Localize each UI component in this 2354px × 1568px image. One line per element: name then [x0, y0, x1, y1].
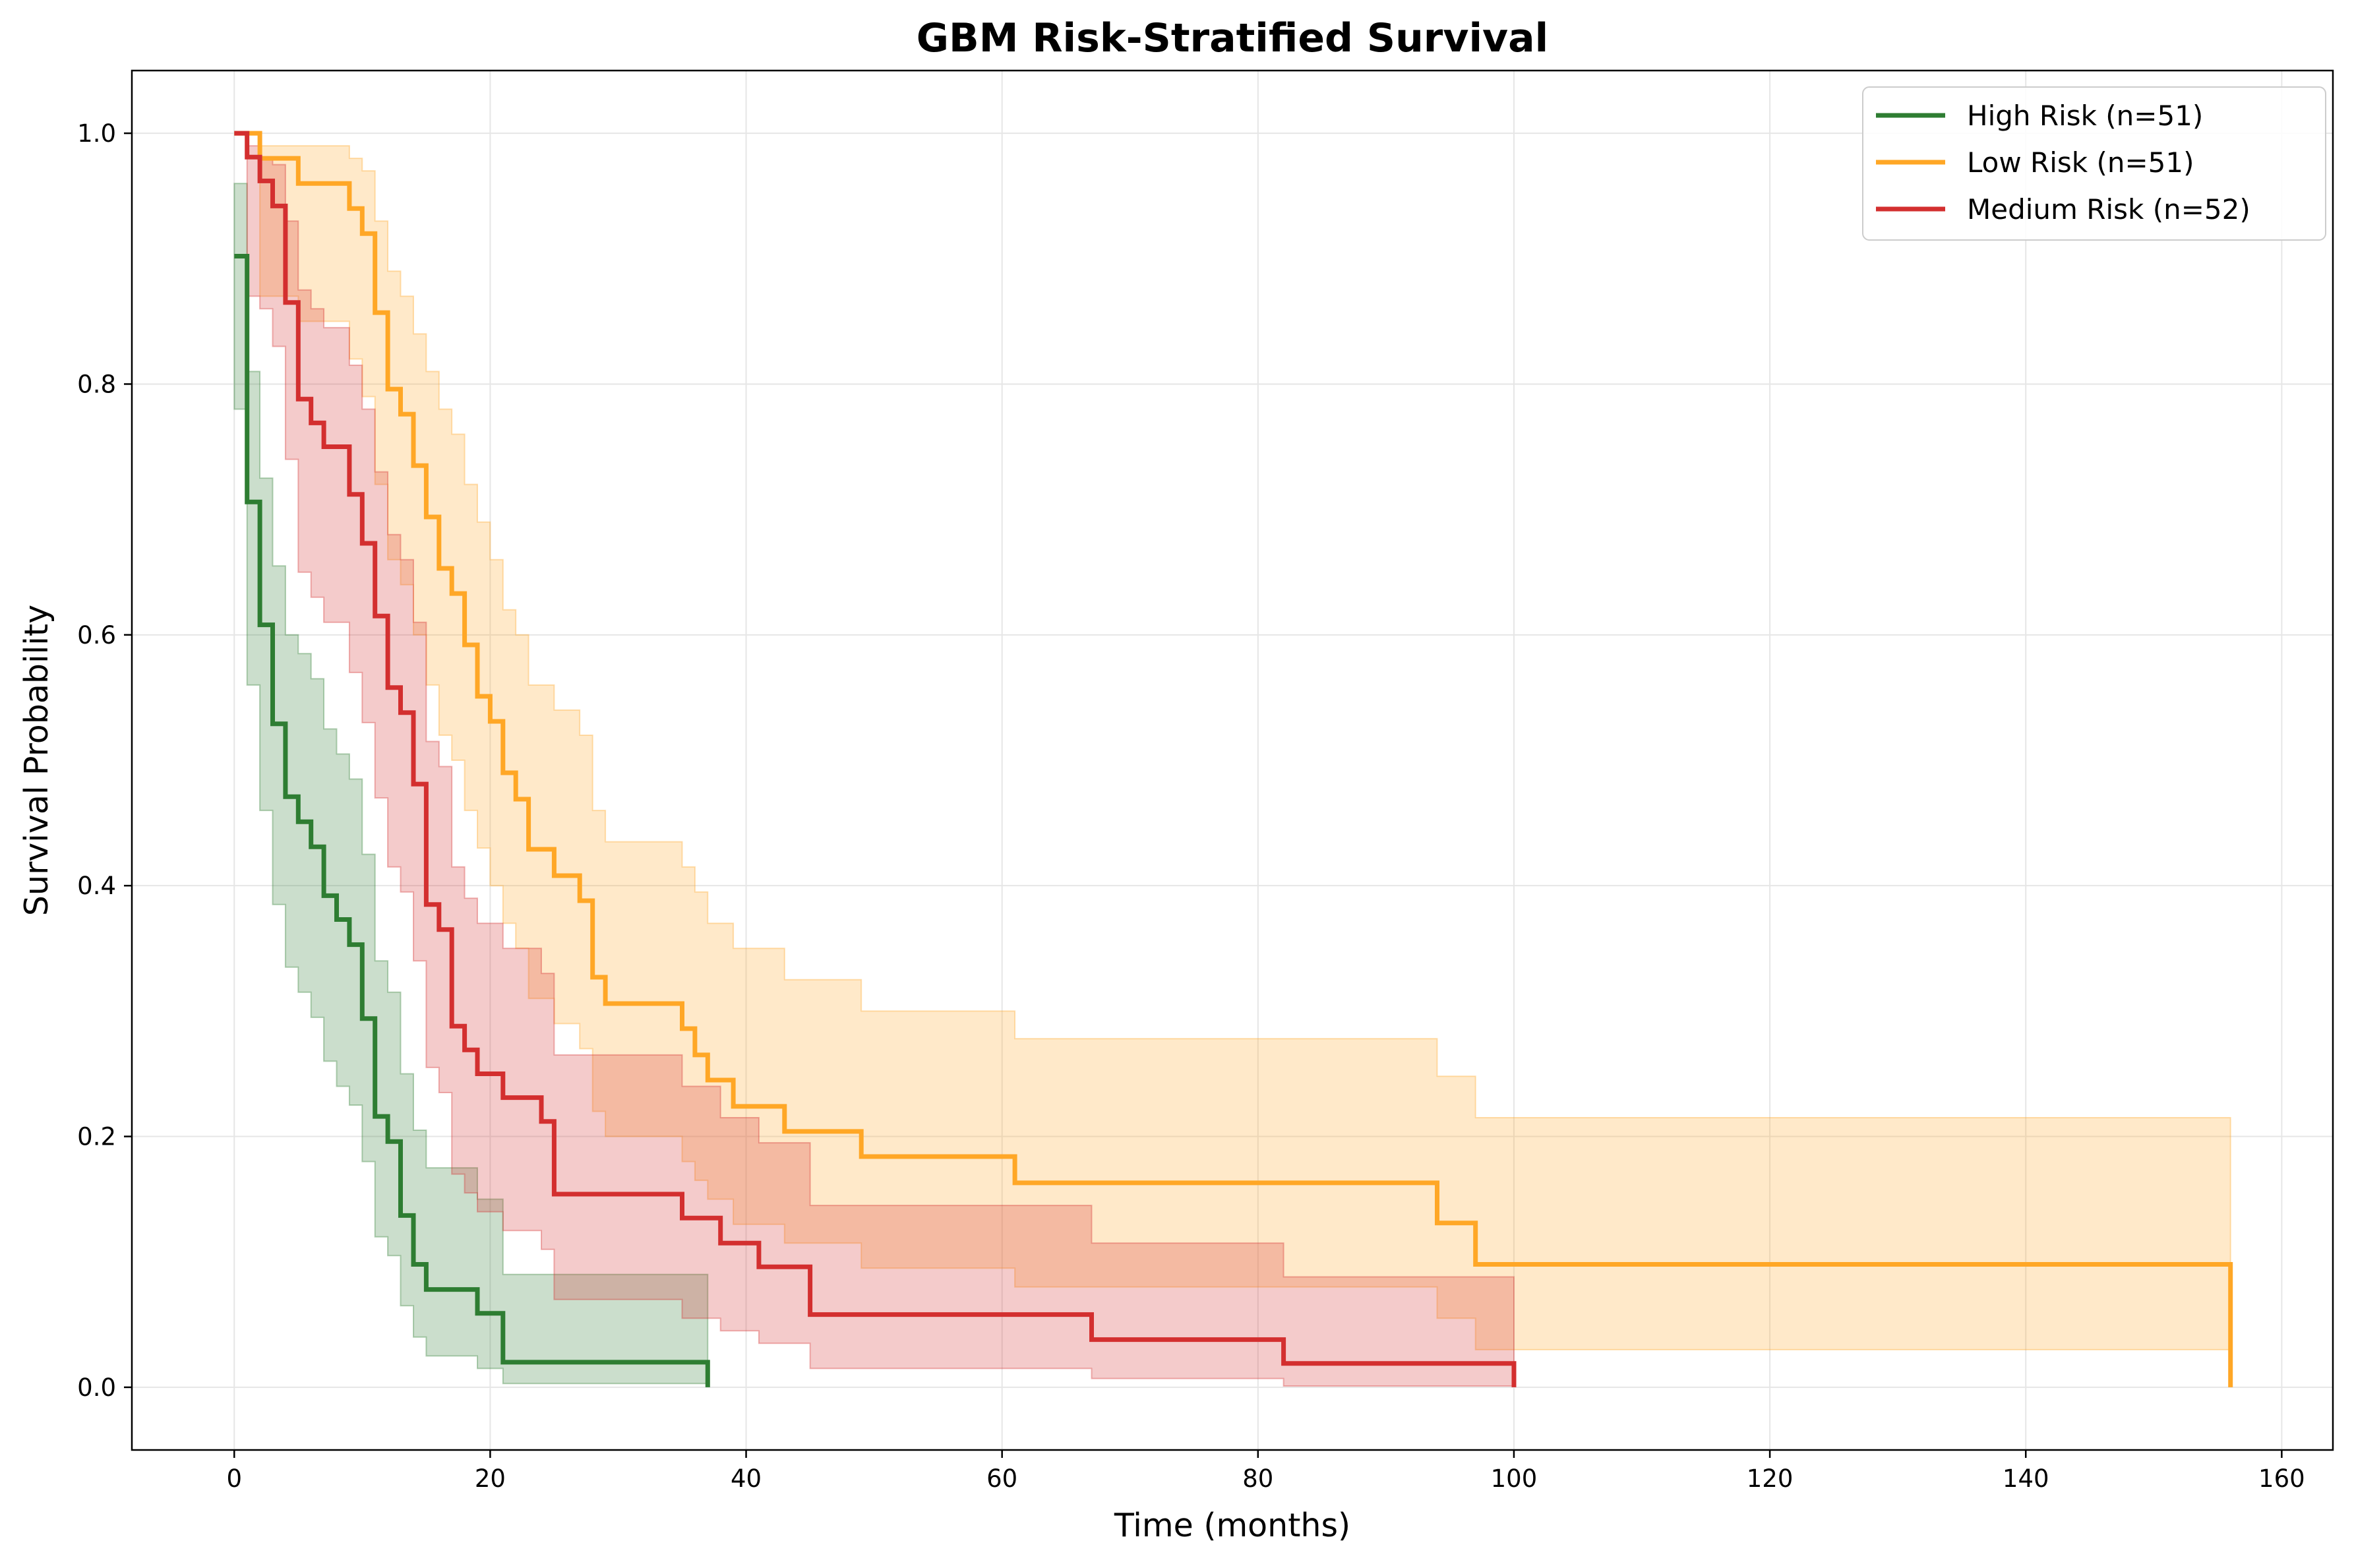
x-tick-label: 20 [475, 1464, 506, 1493]
legend: High Risk (n=51) Low Risk (n=51) Medium Ri… [1862, 86, 2326, 241]
legend-label-0: High Risk (n=51) [1967, 100, 2203, 132]
plot-frame [131, 69, 2334, 1451]
grid-layer [132, 71, 2333, 1450]
x-tick-label: 100 [1491, 1464, 1538, 1493]
x-tick-label: 80 [1242, 1464, 1273, 1493]
survival-line-1 [234, 131, 2233, 1387]
x-tick-label: 0 [226, 1464, 242, 1493]
x-tick-label: 60 [986, 1464, 1017, 1493]
x-tick-label: 120 [1747, 1464, 1794, 1493]
chart-title: GBM Risk-Stratified Survival [917, 15, 1548, 61]
y-tick-label: 0.8 [77, 370, 116, 398]
y-tick-label: 0.6 [77, 621, 116, 649]
y-axis-label: Survival Probability [18, 605, 55, 916]
survival-line-0 [234, 254, 710, 1387]
x-tick-label: 160 [2258, 1464, 2305, 1493]
y-tick-label: 0.2 [77, 1123, 116, 1151]
legend-label-2: Medium Risk (n=52) [1967, 193, 2250, 226]
survival-lines [234, 131, 2233, 1387]
y-tick-label: 0.4 [77, 872, 116, 900]
y-tick-label: 0.0 [77, 1373, 116, 1402]
x-axis-label: Time (months) [1114, 1507, 1350, 1544]
x-tick-label: 140 [2003, 1464, 2049, 1493]
survival-line-2 [234, 131, 1517, 1387]
legend-box [1862, 86, 2326, 241]
y-tick-label: 1.0 [77, 119, 116, 148]
legend-label-1: Low Risk (n=51) [1967, 146, 2194, 179]
axis-ticks: 0 20 40 60 80 100 120 140 160 0.0 0.2 0.4 0.6 0.8 1.0 [77, 119, 2305, 1493]
x-tick-label: 40 [731, 1464, 762, 1493]
ci-band-2 [234, 133, 1515, 1387]
